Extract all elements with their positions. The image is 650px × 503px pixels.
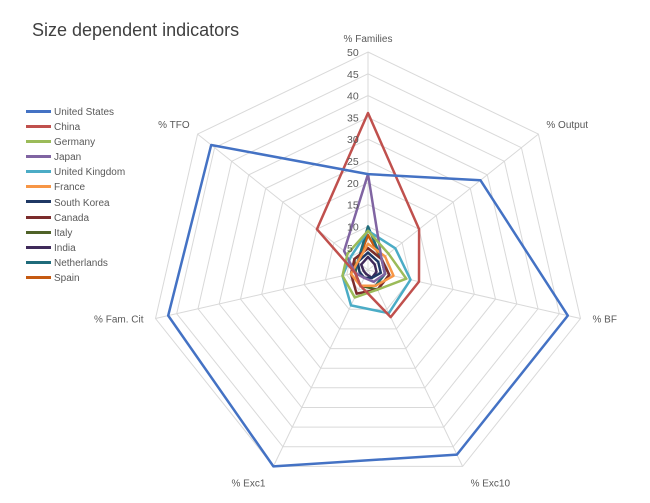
legend-label: Canada <box>54 212 90 224</box>
legend-label: South Korea <box>54 197 110 209</box>
tick-label: 45 <box>347 69 359 81</box>
tick-label: 25 <box>347 156 359 168</box>
legend-label: Spain <box>54 273 80 285</box>
tick-label: 5 <box>347 243 353 255</box>
legend-label: India <box>54 242 76 254</box>
legend-item: Germany <box>26 135 125 150</box>
legend-swatch <box>26 245 51 249</box>
legend-item: Canada <box>26 211 125 226</box>
spoke-line <box>367 269 464 467</box>
legend-label: China <box>54 122 81 134</box>
grid-ring <box>176 73 560 448</box>
legend-item: South Korea <box>26 196 125 211</box>
series-line-china <box>315 111 421 319</box>
series-line-france <box>349 242 395 287</box>
legend-item: Italy <box>26 226 125 241</box>
legend-item: France <box>26 180 125 195</box>
tick-label: 40 <box>347 91 359 103</box>
grid-ring <box>303 204 433 330</box>
legend-swatch <box>26 109 51 113</box>
legend-label: United States <box>54 107 115 118</box>
legend-swatch <box>26 260 51 264</box>
legend-label: Netherlands <box>54 257 108 269</box>
legend-label: Germany <box>54 137 96 149</box>
legend-item: United States <box>26 105 125 120</box>
legend-label: Italy <box>54 227 73 239</box>
spoke-line <box>367 269 581 319</box>
legend-swatch <box>26 275 51 279</box>
legend-swatch <box>26 230 51 234</box>
legend-item: China <box>26 120 125 135</box>
legend-label: Japan <box>54 152 82 164</box>
axis-label: % BF <box>593 315 617 326</box>
axis-label: % Families <box>344 34 393 45</box>
legend-item: Netherlands <box>26 256 125 271</box>
tick-label: 20 <box>347 178 359 190</box>
spoke-line <box>367 133 539 271</box>
legend-item: India <box>26 241 125 256</box>
series-line-japan <box>342 172 387 284</box>
axis-label: % Exc10 <box>471 478 511 489</box>
tick-label: 30 <box>347 134 359 146</box>
grid-ring <box>239 138 497 389</box>
tick-label: 10 <box>347 221 359 233</box>
chart-title: Size dependent indicators <box>32 20 240 40</box>
tick-label: 50 <box>347 47 359 59</box>
legend-swatch <box>26 124 51 128</box>
legend-item: Spain <box>26 271 125 286</box>
spoke-line <box>197 133 369 271</box>
legend-item: Japan <box>26 150 125 165</box>
legend-swatch <box>26 170 51 174</box>
spoke-line <box>272 269 369 467</box>
axis-label: % Exc1 <box>231 478 265 489</box>
axis-label: % Output <box>546 120 588 131</box>
axis-label: % Fam. Cit <box>94 315 144 326</box>
tick-label: 35 <box>347 112 359 124</box>
legend-swatch <box>26 140 51 144</box>
legend-label: France <box>54 182 86 194</box>
legend-label: United Kingdom <box>54 167 126 179</box>
series-line-united-states <box>166 143 570 468</box>
series-line-india <box>359 255 378 280</box>
axis-label: % TFO <box>158 120 190 131</box>
spoke-line <box>155 269 369 319</box>
series-line-germany <box>341 229 408 299</box>
tick-label: 15 <box>347 200 359 212</box>
legend-item: United Kingdom <box>26 165 125 180</box>
grid-ring <box>282 182 454 350</box>
legend: United States China Germany Japan United Kin… <box>26 105 125 286</box>
grid-ring <box>154 51 582 467</box>
legend-swatch <box>26 155 51 159</box>
legend-swatch <box>26 215 51 219</box>
legend-swatch <box>26 200 51 204</box>
legend-swatch <box>26 185 51 189</box>
grid-ring <box>197 95 539 428</box>
grid-ring <box>261 160 475 369</box>
